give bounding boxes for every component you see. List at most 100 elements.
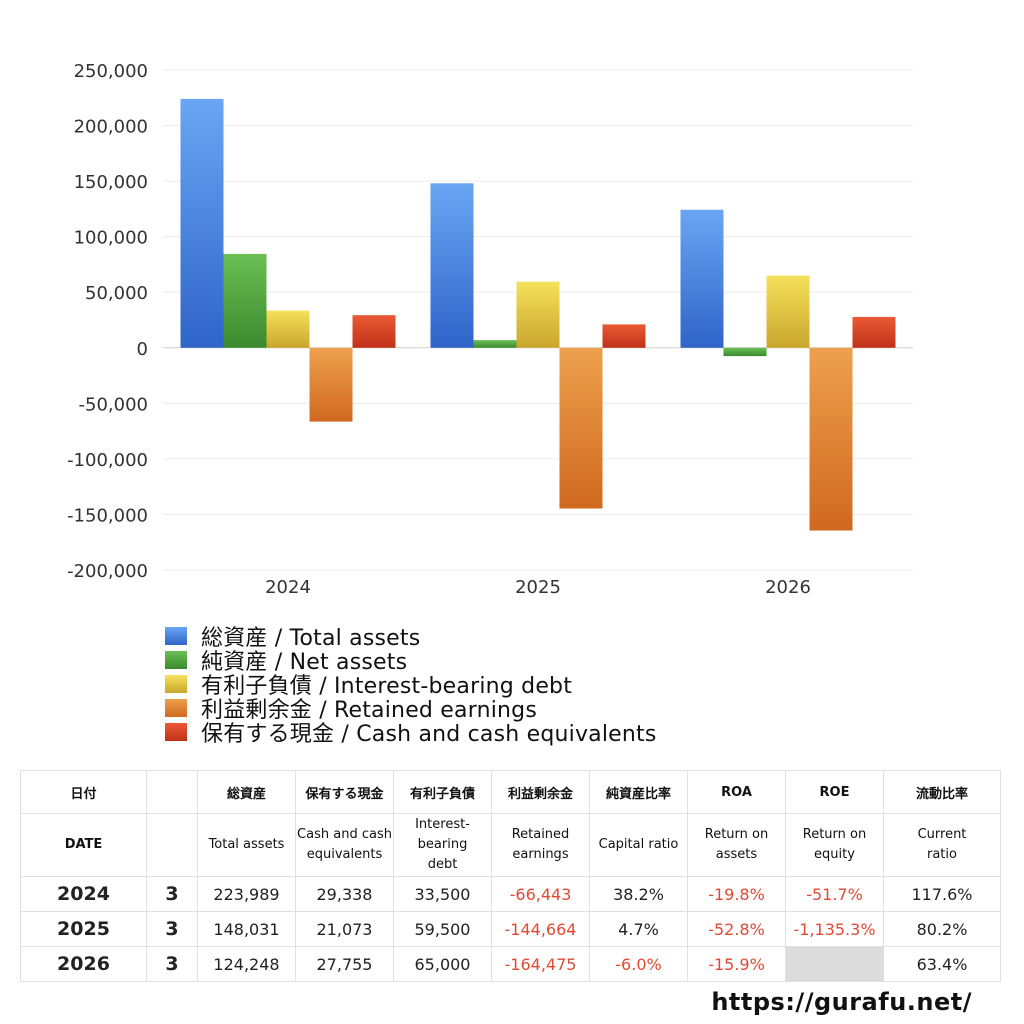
header-total-assets-jp: 総資産 <box>197 770 296 814</box>
legend-item-debt: 有利子負債 / Interest-bearing debt <box>165 672 657 699</box>
header-retained-jp: 利益剰余金 <box>491 770 590 814</box>
cell-capital-ratio: -6.0% <box>589 946 688 982</box>
cell-month: 3 <box>146 876 198 912</box>
bar-2026-4 <box>852 316 896 348</box>
header-date-en: DATE <box>20 813 147 877</box>
y-tick-label: -100,000 <box>67 450 148 471</box>
header-text: Return on <box>704 827 769 842</box>
header-date-jp: 日付 <box>20 770 147 814</box>
header-text: Capital ratio <box>598 837 679 852</box>
legend-swatch <box>165 651 187 669</box>
bar-2026-0 <box>680 209 724 348</box>
bar-2025-4 <box>602 324 646 348</box>
legend-label: 利益剰余金 / Retained earnings <box>201 698 537 723</box>
bar-2025-1 <box>473 340 517 348</box>
site-url[interactable]: https://gurafu.net/ <box>711 988 972 1016</box>
y-tick-label: 0 <box>137 339 148 360</box>
header-cash-jp: 保有する現金 <box>295 770 394 814</box>
cell-current-ratio: 80.2% <box>883 911 1001 947</box>
cell-capital-ratio: 4.7% <box>589 911 688 947</box>
legend-label: 総資産 / Total assets <box>201 626 421 651</box>
header-total-assets-en: Total assets <box>197 813 296 877</box>
header-text: bearing <box>417 837 468 852</box>
y-tick-label: 100,000 <box>74 228 148 249</box>
header-current-ratio-en: Current ratio <box>883 813 1001 877</box>
header-debt-jp: 有利子負債 <box>393 770 492 814</box>
bar-2026-3 <box>809 347 853 531</box>
bar-2025-2 <box>516 281 560 348</box>
table-row: 2024 3 223,989 29,338 33,500 -66,443 38.… <box>20 876 1001 912</box>
header-text: assets <box>715 847 758 862</box>
legend-label: 有利子負債 / Interest-bearing debt <box>201 674 573 699</box>
cell-year: 2025 <box>20 911 147 947</box>
legend-item-total-assets: 総資産 / Total assets <box>165 624 657 651</box>
cell-capital-ratio: 38.2% <box>589 876 688 912</box>
bar-2026-1 <box>723 347 767 357</box>
header-text: earnings <box>512 847 569 862</box>
header-spacer <box>146 813 198 877</box>
cell-debt: 65,000 <box>393 946 492 982</box>
header-text: Total assets <box>208 837 285 852</box>
cell-month: 3 <box>146 946 198 982</box>
legend-item-retained-earnings: 利益剰余金 / Retained earnings <box>165 696 657 723</box>
financial-table: 日付 総資産 保有する現金 有利子負債 利益剰余金 純資産比率 ROA ROE … <box>20 770 1001 982</box>
header-text: Retained <box>511 827 570 842</box>
x-axis-ticks: 2024 2025 2026 <box>265 577 811 598</box>
y-tick-label: 150,000 <box>74 172 148 193</box>
legend-label: 純資産 / Net assets <box>201 650 408 675</box>
y-tick-label: 200,000 <box>74 117 148 138</box>
bars <box>180 98 896 531</box>
legend-label: 保有する現金 / Cash and cash equivalents <box>201 722 657 747</box>
header-text: Cash and cash <box>297 827 392 842</box>
y-axis-ticks: 250,000 200,000 150,000 100,000 50,000 0 -50,0… <box>67 61 148 582</box>
cell-roa: -52.8% <box>687 911 786 947</box>
legend-item-cash: 保有する現金 / Cash and cash equivalents <box>165 720 657 747</box>
cell-month: 3 <box>146 911 198 947</box>
header-capital-ratio-en: Capital ratio <box>589 813 688 877</box>
table-header-jp: 日付 総資産 保有する現金 有利子負債 利益剰余金 純資産比率 ROA ROE … <box>20 770 1001 814</box>
cell-total-assets: 124,248 <box>197 946 296 982</box>
y-tick-label: -50,000 <box>79 394 148 415</box>
cell-retained: -164,475 <box>491 946 590 982</box>
y-tick-label: -150,000 <box>67 505 148 526</box>
header-roa: ROA <box>687 770 786 814</box>
header-text: ratio <box>927 847 957 862</box>
header-debt-en: Interest-bearing debt <box>393 813 492 877</box>
header-text: equivalents <box>306 847 383 862</box>
header-text: equity <box>814 847 855 862</box>
cell-total-assets: 148,031 <box>197 911 296 947</box>
cell-debt: 33,500 <box>393 876 492 912</box>
cell-cash: 21,073 <box>295 911 394 947</box>
cell-retained: -66,443 <box>491 876 590 912</box>
header-text: debt <box>427 857 458 872</box>
cell-year: 2026 <box>20 946 147 982</box>
header-text: Return on <box>802 827 867 842</box>
y-tick-label: 50,000 <box>85 283 148 304</box>
legend-swatch <box>165 723 187 741</box>
cell-roa: -15.9% <box>687 946 786 982</box>
header-roe: ROE <box>785 770 884 814</box>
header-cash-en: Cash and cash equivalents <box>295 813 394 877</box>
bar-2025-3 <box>559 347 603 509</box>
bar-2024-4 <box>352 315 396 348</box>
cell-roe: -51.7% <box>785 876 884 912</box>
y-tick-label: 250,000 <box>74 61 148 82</box>
bar-2024-2 <box>266 310 310 348</box>
cell-year: 2024 <box>20 876 147 912</box>
y-tick-label: -200,000 <box>67 561 148 582</box>
cell-retained: -144,664 <box>491 911 590 947</box>
legend-swatch <box>165 675 187 693</box>
header-text: Interest- <box>415 817 470 832</box>
cell-current-ratio: 117.6% <box>883 876 1001 912</box>
header-retained-en: Retained earnings <box>491 813 590 877</box>
cell-roe <box>785 946 884 982</box>
table-row: 2026 3 124,248 27,755 65,000 -164,475 -6… <box>20 946 1001 982</box>
cell-debt: 59,500 <box>393 911 492 947</box>
x-tick-label: 2026 <box>765 577 811 598</box>
chart-legend: 総資産 / Total assets 純資産 / Net assets 有利子負… <box>165 624 657 747</box>
header-current-ratio-jp: 流動比率 <box>883 770 1001 814</box>
table-row: 2025 3 148,031 21,073 59,500 -144,664 4.… <box>20 911 1001 947</box>
header-text: Current <box>917 827 967 842</box>
header-spacer <box>146 770 198 814</box>
bar-2026-2 <box>766 275 810 348</box>
